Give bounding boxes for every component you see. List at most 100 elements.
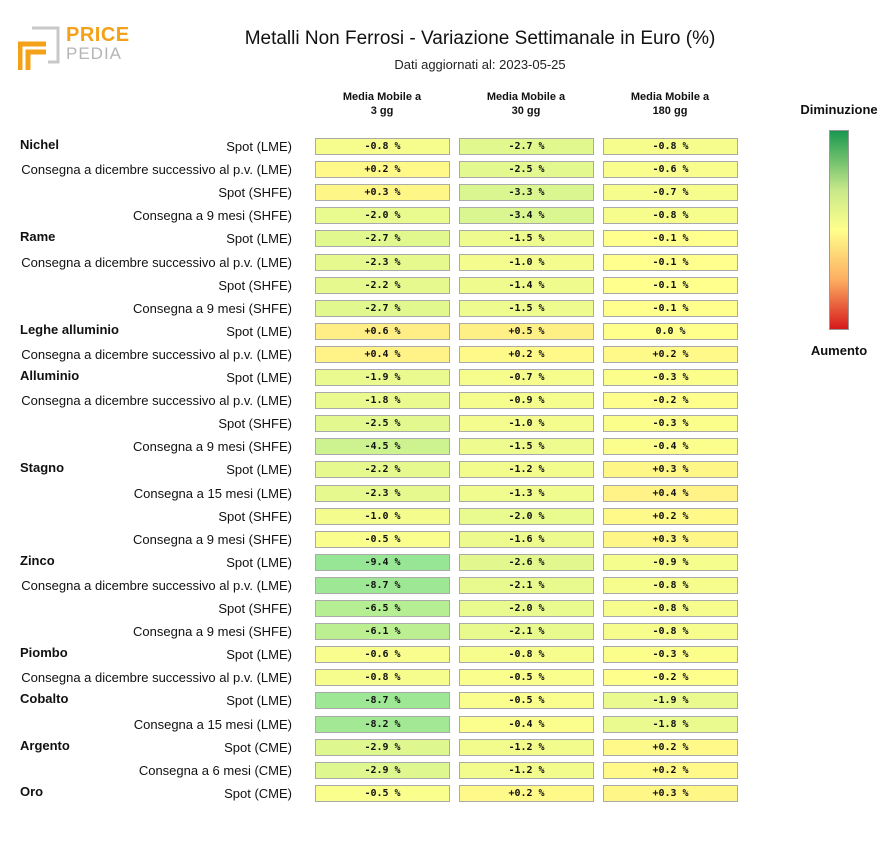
- heatmap-cell: +0.2 %: [459, 784, 594, 802]
- heatmap-cell: -0.6 %: [315, 646, 450, 664]
- row-label: Spot (CME): [224, 739, 292, 755]
- row-label: Consegna a 9 mesi (SHFE): [133, 439, 292, 455]
- heatmap-cell: -1.2 %: [459, 461, 594, 479]
- heatmap-cell: +0.2 %: [459, 345, 594, 363]
- heatmap-cell: -0.4 %: [459, 715, 594, 733]
- legend-label-increase: Aumento: [810, 343, 868, 358]
- row-label: Consegna a 15 mesi (LME): [133, 716, 292, 732]
- heatmap-cell: -0.8 %: [315, 138, 450, 155]
- legend-label-decrease: Diminuzione: [800, 102, 878, 117]
- heatmap-cell: -0.7 %: [603, 184, 738, 202]
- heatmap-cell: +0.4 %: [315, 345, 450, 363]
- heatmap-cell: -0.1 %: [603, 253, 738, 271]
- heatmap-cell: -8.7 %: [315, 576, 450, 594]
- group-label: Argento: [20, 737, 70, 753]
- row-label: Consegna a 6 mesi (CME): [138, 762, 292, 778]
- row-label: Spot (LME): [226, 647, 292, 663]
- logo-word-pedia: PEDIA: [66, 44, 123, 63]
- heatmap-cell: -0.1 %: [603, 276, 738, 294]
- heatmap-cell: +0.3 %: [603, 461, 738, 479]
- heatmap-cell: -2.6 %: [459, 553, 594, 571]
- heatmap-cell: -0.5 %: [459, 669, 594, 687]
- heatmap-cell: -2.2 %: [315, 461, 450, 479]
- row-label: Spot (LME): [226, 139, 292, 154]
- row-label: Spot (SHFE): [218, 508, 292, 524]
- heatmap-cell: -0.8 %: [603, 138, 738, 155]
- chart-title: Metalli Non Ferrosi - Variazione Settima…: [244, 28, 716, 49]
- legend-color-scale: [829, 130, 849, 330]
- heatmap-cell: -1.5 %: [459, 299, 594, 317]
- heatmap-cell: +0.5 %: [459, 322, 594, 340]
- heatmap-cell: -3.3 %: [459, 184, 594, 202]
- heatmap-cell: +0.2 %: [603, 345, 738, 363]
- heatmap-cell: -1.0 %: [459, 415, 594, 433]
- heatmap-cell: -0.1 %: [603, 230, 738, 248]
- heatmap-cell: -3.4 %: [459, 207, 594, 225]
- heatmap-cell: -2.5 %: [459, 161, 594, 179]
- heatmap-cell: -0.5 %: [315, 784, 450, 802]
- heatmap-cell: +0.2 %: [603, 738, 738, 756]
- heatmap-cell: -2.9 %: [315, 761, 450, 779]
- logo-mark-icon: [17, 26, 60, 70]
- row-label: Spot (SHFE): [218, 277, 292, 293]
- pricepedia-logo: PRICE PEDIA: [17, 22, 129, 72]
- heatmap-cell: -1.2 %: [459, 761, 594, 779]
- row-label: Spot (CME): [224, 785, 292, 801]
- row-label: Spot (LME): [226, 462, 292, 478]
- row-label: Consegna a dicembre successivo al p.v. (…: [21, 670, 292, 686]
- row-label: Spot (LME): [226, 370, 292, 385]
- heatmap-cell: -2.5 %: [315, 415, 450, 433]
- heatmap-cell: -4.5 %: [315, 438, 450, 456]
- heatmap-cell: -0.2 %: [603, 669, 738, 687]
- heatmap-cell: +0.3 %: [603, 784, 738, 802]
- row-label: Consegna a dicembre successivo al p.v. (…: [21, 393, 292, 409]
- heatmap-cell: -0.3 %: [603, 646, 738, 664]
- row-label: Consegna a 9 mesi (SHFE): [133, 208, 292, 224]
- heatmap-cell: -1.8 %: [315, 392, 450, 410]
- heatmap-cell: -0.8 %: [603, 600, 738, 617]
- heatmap-cell: -2.0 %: [315, 207, 450, 225]
- row-label: Spot (LME): [226, 554, 292, 570]
- heatmap-cell: -0.9 %: [459, 392, 594, 410]
- heatmap-cell: -0.2 %: [603, 392, 738, 410]
- heatmap-cell: -6.1 %: [315, 623, 450, 641]
- heatmap-cell: -0.1 %: [603, 299, 738, 317]
- group-label: Cobalto: [20, 691, 69, 707]
- heatmap-cell: -1.6 %: [459, 530, 594, 548]
- heatmap-cell: -1.5 %: [459, 438, 594, 456]
- row-label: Spot (LME): [226, 323, 292, 339]
- row-label: Spot (LME): [226, 693, 292, 709]
- group-label: Piombo: [20, 645, 68, 661]
- row-label: Spot (SHFE): [218, 601, 292, 616]
- heatmap-cell: -9.4 %: [315, 553, 450, 571]
- heatmap-cell: -0.5 %: [459, 692, 594, 710]
- heatmap-cell: -2.7 %: [459, 138, 594, 155]
- chart-subtitle: Dati aggiornati al: 2023-05-25: [394, 57, 566, 72]
- heatmap-cell: -1.3 %: [459, 484, 594, 502]
- heatmap-cell: -0.8 %: [315, 669, 450, 687]
- heatmap-cell: -0.4 %: [603, 438, 738, 456]
- row-label: Consegna a dicembre successivo al p.v. (…: [21, 346, 292, 362]
- heatmap-cell: -0.6 %: [603, 161, 738, 179]
- heatmap-cell: -0.8 %: [459, 646, 594, 664]
- heatmap-cell: +0.3 %: [603, 530, 738, 548]
- group-label: Zinco: [20, 552, 55, 568]
- row-label: Spot (SHFE): [218, 416, 292, 432]
- heatmap-cell: -0.9 %: [603, 553, 738, 571]
- heatmap-cell: +0.6 %: [315, 322, 450, 340]
- heatmap-cell: 0.0 %: [603, 322, 738, 340]
- heatmap-cell: +0.2 %: [603, 761, 738, 779]
- heatmap-cell: -2.3 %: [315, 484, 450, 502]
- heatmap-cell: -1.2 %: [459, 738, 594, 756]
- heatmap-cell: +0.2 %: [603, 507, 738, 525]
- heatmap-cell: -1.4 %: [459, 276, 594, 294]
- heatmap-cell: -1.9 %: [315, 369, 450, 386]
- group-label: Alluminio: [20, 368, 80, 383]
- row-label: Spot (LME): [226, 231, 292, 247]
- heatmap-cell: -2.0 %: [459, 507, 594, 525]
- heatmap-cell: -2.7 %: [315, 299, 450, 317]
- row-label: Consegna a 9 mesi (SHFE): [133, 531, 292, 547]
- heatmap-cell: -2.9 %: [315, 738, 450, 756]
- heatmap-cell: -0.7 %: [459, 369, 594, 386]
- heatmap-cell: -0.8 %: [603, 207, 738, 225]
